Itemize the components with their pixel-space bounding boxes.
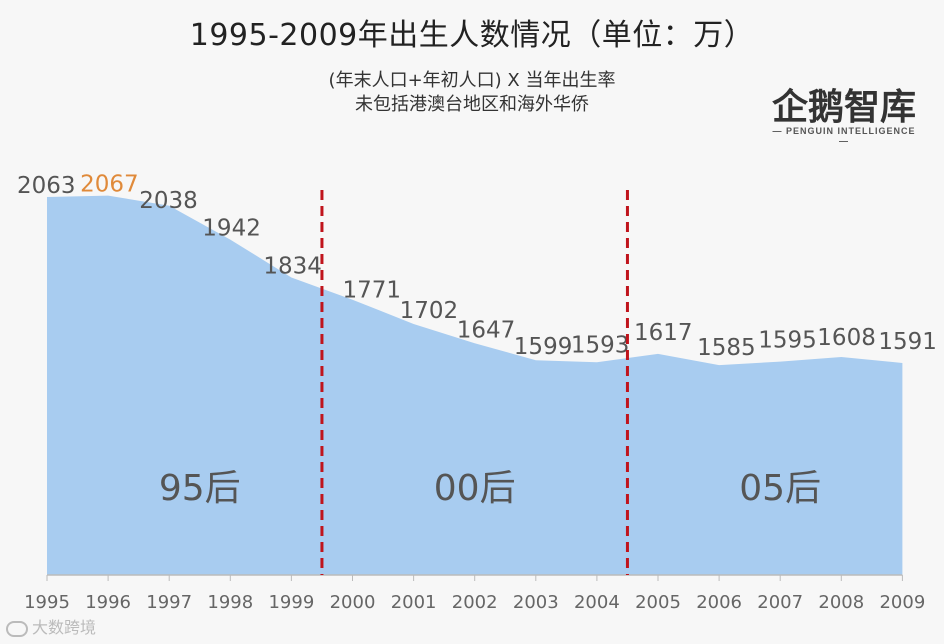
- x-tick-label: 2009: [879, 592, 925, 613]
- data-label: 1771: [343, 278, 402, 304]
- watermark-icon: [6, 620, 28, 637]
- data-label: 1647: [457, 317, 516, 343]
- era-dividers: [320, 190, 629, 575]
- era-labels: 95后 00后 05后: [159, 468, 821, 509]
- era-label: 00后: [434, 468, 516, 509]
- data-label: 2038: [139, 188, 198, 214]
- x-tick-label: 2006: [696, 592, 742, 613]
- x-tick-label: 2008: [818, 592, 864, 613]
- data-label: 1591: [878, 329, 937, 355]
- data-label: 2067: [80, 172, 139, 198]
- subtitle-note: 未包括港澳台地区和海外华侨: [355, 94, 589, 115]
- x-tick-label: 1996: [85, 592, 131, 613]
- data-label: 1608: [817, 325, 876, 351]
- x-tick-label: 1999: [268, 592, 314, 613]
- x-tick-label: 2001: [391, 592, 437, 613]
- x-tick-label: 2002: [452, 592, 498, 613]
- era-label: 05后: [739, 468, 821, 509]
- x-tick-label: 1997: [146, 592, 192, 613]
- x-tick-label: 2004: [574, 592, 620, 613]
- x-axis-labels: 1995 1996 1997 1998 1999 2000 2001 2002 2003 2004…: [24, 592, 925, 613]
- x-tick-label: 1995: [24, 592, 70, 613]
- logo-text: 企鹅智库: [772, 87, 917, 128]
- watermark-text: 大数跨境: [32, 618, 97, 637]
- era-label: 95后: [159, 468, 241, 509]
- brand-logo: 企鹅智库 — PENGUIN INTELLIGENCE —: [770, 78, 920, 146]
- data-label: 1834: [263, 254, 322, 280]
- data-label: 1702: [400, 298, 459, 324]
- x-axis-ticks: [46, 575, 903, 581]
- logo-subtext: — PENGUIN INTELLIGENCE —: [772, 126, 916, 146]
- x-tick-label: 2000: [330, 592, 376, 613]
- data-label: 1595: [758, 328, 817, 354]
- area-series: [47, 195, 903, 575]
- x-tick-label: 2003: [513, 592, 559, 613]
- data-label: 2063: [17, 173, 76, 199]
- data-label: 1942: [202, 216, 261, 242]
- watermark: 大数跨境: [6, 614, 96, 638]
- data-label: 1593: [571, 332, 630, 358]
- x-tick-label: 2005: [635, 592, 681, 613]
- data-label: 1599: [514, 334, 573, 360]
- data-label: 1585: [697, 335, 756, 361]
- x-tick-label: 1998: [207, 592, 253, 613]
- subtitle-formula: (年末人口+年初人口) X 当年出生率: [328, 70, 616, 91]
- page-title: 1995-2009年出生人数情况（单位：万）: [189, 18, 755, 53]
- x-tick-label: 2007: [757, 592, 803, 613]
- data-label: 1617: [634, 320, 693, 346]
